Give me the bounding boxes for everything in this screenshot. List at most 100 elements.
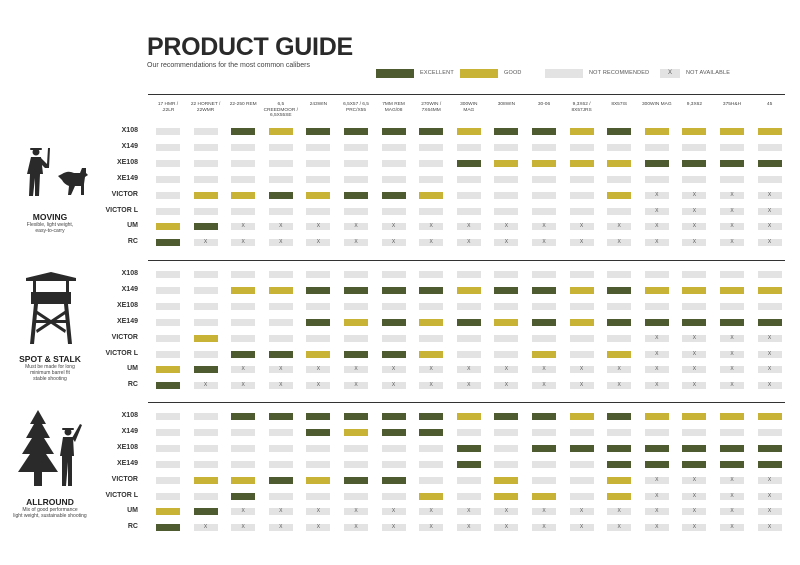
column-header: 17 HMR / .22LR <box>150 102 186 113</box>
rating-cell <box>268 143 293 151</box>
rating-cell <box>720 318 744 326</box>
rating-cell <box>193 159 218 167</box>
rating-cell <box>607 286 632 294</box>
rating-cell <box>268 476 293 484</box>
rating-cell <box>193 366 218 374</box>
rating-cell <box>532 271 556 278</box>
legend-label-not-available: NOT AVAILABLE <box>686 70 731 76</box>
row-label-allround-rc: RC <box>127 523 138 531</box>
rating-cell <box>419 286 444 294</box>
rating-cell <box>644 318 669 326</box>
rating-cell <box>569 476 594 484</box>
rating-cell: X <box>306 239 331 247</box>
rating-cell <box>381 413 406 420</box>
rating-cell <box>306 350 331 358</box>
section-desc-allround-1: Mix of good performance <box>22 507 78 513</box>
rating-cell <box>682 271 707 278</box>
rating-cell <box>607 302 632 310</box>
rating-cell <box>268 428 293 436</box>
rating-cell <box>231 128 256 135</box>
rating-cell <box>231 207 256 215</box>
rating-cell <box>532 128 556 135</box>
column-header-line-2: 22WMR <box>196 107 215 113</box>
rating-cell <box>569 318 594 326</box>
rating-cell: X <box>532 382 556 390</box>
row-label-allround-x149: X149 <box>121 427 138 435</box>
rating-cell: X <box>494 524 519 532</box>
rating-cell <box>344 128 368 135</box>
legend-swatch-not-recommended <box>545 68 583 78</box>
rating-cell: X <box>569 223 594 231</box>
rating-cell <box>344 143 368 151</box>
rating-cell <box>231 350 256 358</box>
rating-cell <box>193 492 218 500</box>
rating-cell <box>757 159 782 167</box>
rating-cell <box>494 207 519 215</box>
rating-cell <box>306 191 331 199</box>
row-label-moving-um: UM <box>127 222 138 230</box>
rating-cell <box>268 444 293 452</box>
rating-cell <box>193 191 218 199</box>
rating-cell <box>720 128 744 135</box>
rating-cell <box>193 143 218 151</box>
column-header-line-2: MAG <box>463 107 475 113</box>
rating-cell: X <box>381 223 406 231</box>
rating-cell: X <box>494 239 519 247</box>
row-label-spot-stalk-xe149: XE149 <box>116 317 138 325</box>
rating-cell <box>419 207 444 215</box>
section-desc-spot-stalk-3: stable shooting <box>33 376 67 382</box>
rating-cell <box>757 413 782 420</box>
rating-cell <box>456 286 481 294</box>
rating-cell: X <box>720 524 744 532</box>
rating-cell: X <box>231 524 256 532</box>
rating-cell <box>381 492 406 500</box>
rating-cell: X <box>193 382 218 390</box>
rating-cell <box>532 476 556 484</box>
rating-cell <box>156 175 180 183</box>
row-label-moving-xe149: XE149 <box>116 174 138 182</box>
rating-cell <box>306 476 331 484</box>
rating-cell <box>344 476 368 484</box>
rating-cell <box>569 128 594 135</box>
row-label-spot-stalk-rc: RC <box>127 381 138 389</box>
rating-cell <box>682 444 707 452</box>
rating-cell: X <box>682 382 707 390</box>
rating-cell: X <box>757 223 782 231</box>
rating-cell <box>569 286 594 294</box>
rating-cell <box>306 460 331 468</box>
rating-cell <box>532 334 556 342</box>
rating-cell <box>419 175 444 183</box>
rating-cell: X <box>644 350 669 358</box>
rating-cell: X <box>344 508 368 516</box>
rating-cell <box>231 143 256 151</box>
rating-cell: X <box>644 366 669 374</box>
rating-cell <box>607 271 632 278</box>
rating-cell <box>720 460 744 468</box>
rating-cell <box>381 143 406 151</box>
rating-cell <box>156 460 180 468</box>
rating-cell: X <box>720 508 744 516</box>
rating-cell <box>607 492 632 500</box>
rating-cell <box>193 318 218 326</box>
column-header: 30-06 <box>526 102 562 108</box>
rating-cell: X <box>231 382 256 390</box>
rating-cell: X <box>720 476 744 484</box>
rating-cell <box>456 492 481 500</box>
rating-cell: X <box>306 366 331 374</box>
header-rule <box>148 94 785 95</box>
rating-cell: X <box>644 191 669 199</box>
rating-cell <box>419 143 444 151</box>
rating-cell: X <box>456 239 481 247</box>
rating-cell <box>381 128 406 135</box>
column-header: 243WIN <box>300 102 336 108</box>
rating-cell <box>231 302 256 310</box>
rating-cell <box>494 143 519 151</box>
rating-cell <box>156 444 180 452</box>
section-desc-moving-2: easy-to-carry <box>35 228 65 234</box>
rating-cell: X <box>720 492 744 500</box>
row-label-spot-stalk-x149: X149 <box>121 285 138 293</box>
column-header: 300WIN MAG <box>639 102 675 108</box>
rating-cell <box>306 334 331 342</box>
rating-cell: X <box>456 223 481 231</box>
rating-cell <box>306 271 331 278</box>
